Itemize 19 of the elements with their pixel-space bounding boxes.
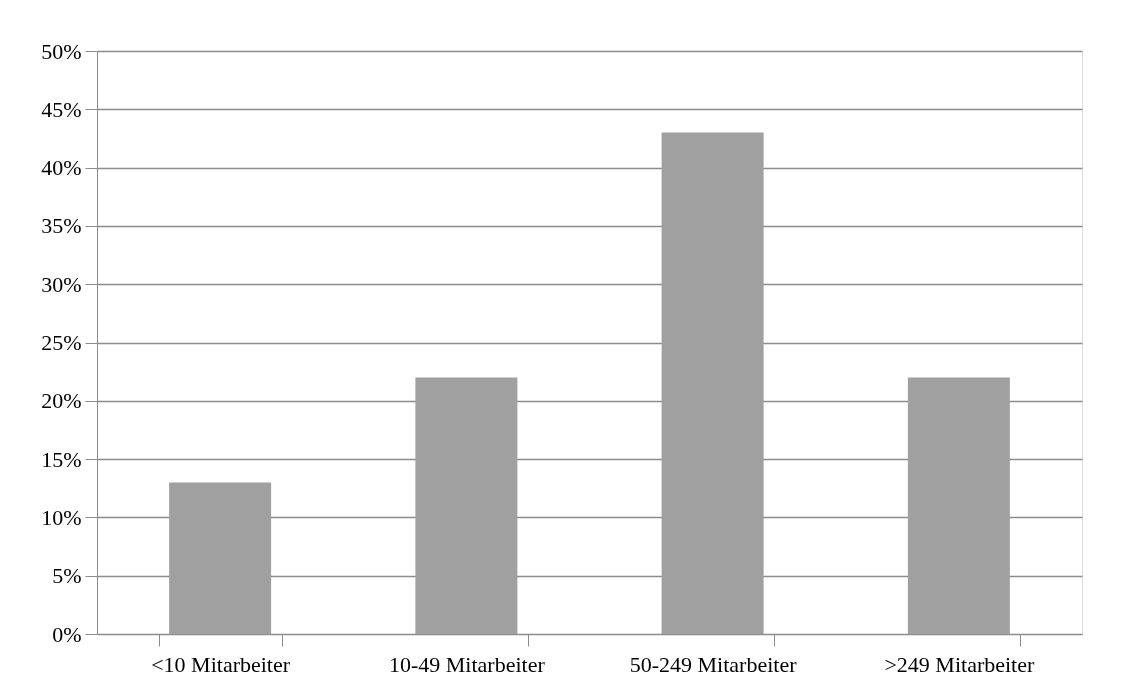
y-tick-label: 30% — [41, 271, 82, 297]
y-tick-label: 5% — [52, 563, 82, 589]
y-tick-label: 45% — [41, 96, 82, 122]
bar — [661, 132, 764, 634]
y-tick-label: 15% — [41, 446, 82, 472]
bar — [415, 377, 518, 634]
x-tick-label: 50-249 Mitarbeiter — [629, 651, 798, 677]
y-tick-label: 20% — [41, 388, 82, 414]
y-tick-label: 35% — [41, 213, 82, 239]
y-tick-label: 40% — [41, 155, 82, 181]
x-tick-label: >249 Mitarbeiter — [884, 651, 1035, 677]
y-tick-label: 25% — [41, 330, 82, 355]
bar — [169, 482, 272, 634]
y-tick-label: 50% — [41, 38, 82, 64]
x-tick-label: <10 Mitarbeiter — [151, 651, 291, 677]
bar — [907, 377, 1010, 634]
x-tick-label: 10-49 Mitarbeiter — [388, 651, 546, 677]
y-tick-label: 0% — [52, 621, 82, 647]
y-tick-label: 10% — [41, 504, 82, 530]
